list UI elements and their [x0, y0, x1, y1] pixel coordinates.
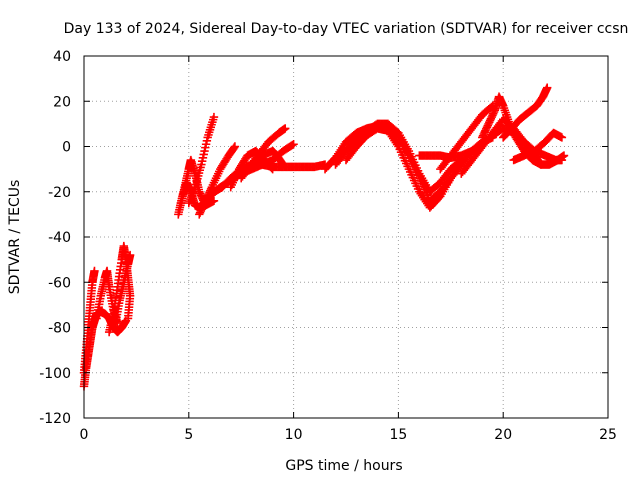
y-tick-label: 20 [53, 94, 71, 110]
series-arc-r [436, 101, 497, 174]
y-tick-label: -100 [39, 366, 71, 382]
points-layer [79, 83, 569, 391]
data-point [209, 112, 219, 122]
series-arc-m [243, 124, 290, 174]
chart-title: Day 133 of 2024, Sidereal Day-to-day VTE… [64, 21, 629, 37]
series-arc-h [184, 112, 219, 208]
data-point [281, 124, 290, 133]
data-point [125, 250, 135, 260]
y-axis-label: SDTVAR / TECUs [7, 180, 23, 295]
y-tick-label: -80 [48, 321, 71, 337]
x-tick-label: 5 [184, 427, 193, 443]
x-tick-label: 10 [285, 427, 303, 443]
ticks-layer: 0 5 10 15 20 25 -120 -100 -80 -60 -40 -20 0 20 40 [39, 49, 617, 443]
series-arc-k [226, 146, 277, 192]
y-tick-label: 40 [53, 49, 71, 65]
data-point [288, 140, 297, 150]
y-tick-label: -20 [48, 185, 71, 201]
y-tick-label: 0 [62, 140, 71, 156]
data-point [230, 142, 240, 151]
series-arc-i [195, 142, 240, 219]
series-arc-u [499, 83, 552, 142]
y-tick-label: -60 [48, 275, 71, 291]
data-point [446, 173, 455, 183]
data-point [289, 140, 298, 149]
data-point [123, 314, 133, 323]
x-tick-label: 15 [389, 427, 407, 443]
x-tick-label: 0 [80, 427, 89, 443]
data-point [278, 160, 288, 169]
series-arc-p [341, 124, 455, 212]
series-arc-v [509, 128, 567, 165]
data-point [90, 266, 99, 276]
x-tick-label: 25 [599, 427, 617, 443]
x-axis-label: GPS time / hours [285, 458, 402, 474]
data-point [559, 151, 569, 160]
series-arc-b [79, 266, 99, 377]
data-point [543, 83, 552, 92]
y-tick-label: -120 [39, 411, 71, 427]
series-arc-e [111, 250, 135, 328]
data-point [267, 163, 276, 173]
data-point [209, 196, 219, 205]
x-tick-label: 20 [494, 427, 512, 443]
y-tick-label: -40 [48, 230, 71, 246]
data-point [268, 164, 277, 174]
data-point [557, 133, 567, 142]
